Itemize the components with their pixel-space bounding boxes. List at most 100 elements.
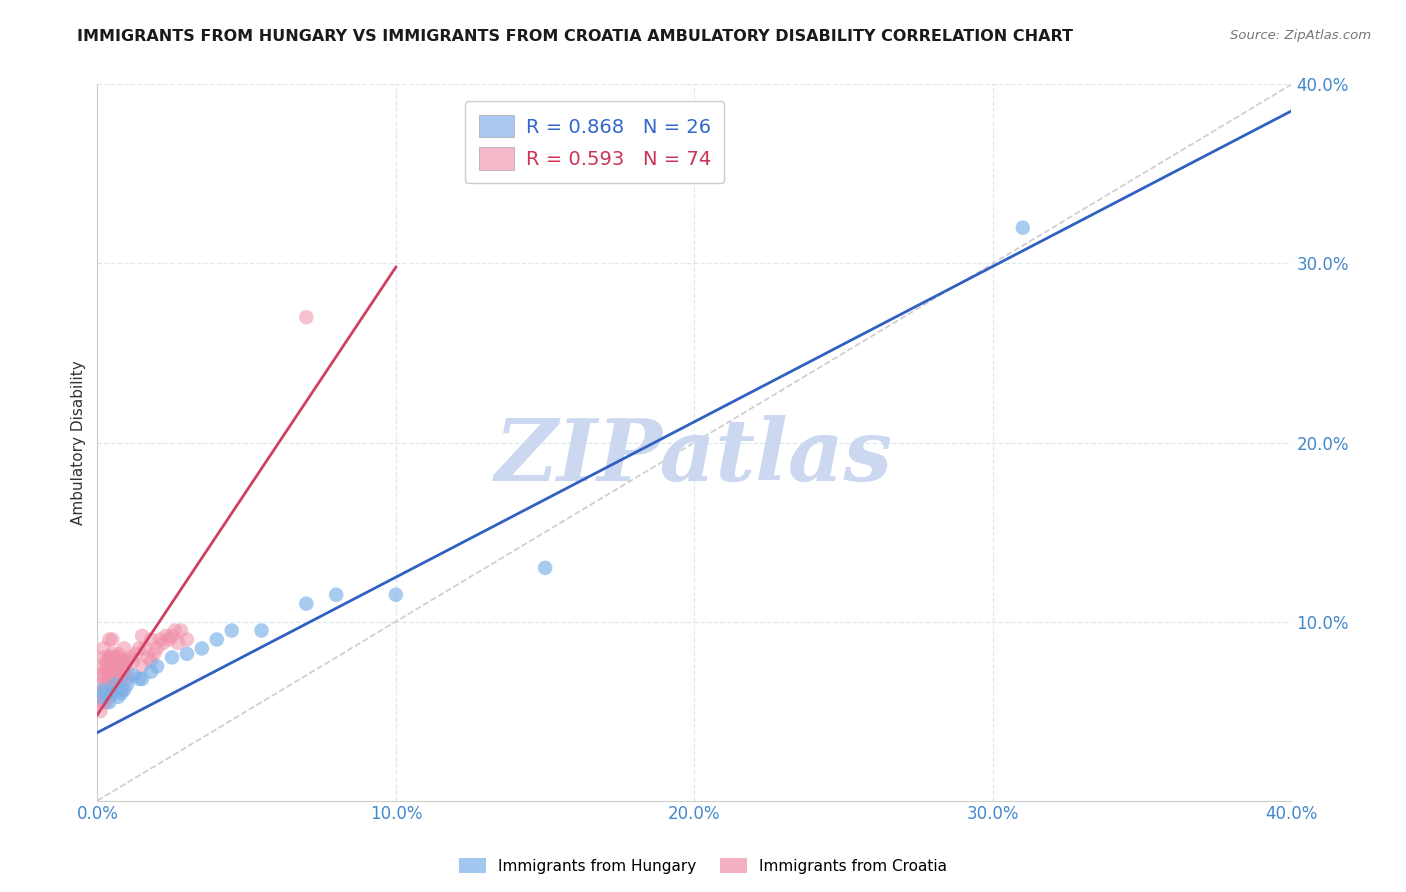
Point xyxy=(146,641,169,656)
Point xyxy=(96,654,118,668)
Point xyxy=(98,668,121,682)
Point xyxy=(170,624,193,638)
Point xyxy=(104,672,127,686)
Point xyxy=(128,641,150,656)
Point xyxy=(89,668,111,682)
Point xyxy=(112,682,135,697)
Point xyxy=(110,654,132,668)
Point xyxy=(104,677,127,691)
Point xyxy=(131,629,153,643)
Point xyxy=(91,668,114,682)
Point xyxy=(115,677,138,691)
Point xyxy=(122,654,145,668)
Point xyxy=(91,695,114,709)
Point xyxy=(96,677,118,691)
Point xyxy=(98,632,121,647)
Point xyxy=(295,597,318,611)
Point xyxy=(157,632,180,647)
Point xyxy=(115,654,138,668)
Point xyxy=(98,650,121,665)
Point xyxy=(120,650,142,665)
Point xyxy=(136,650,159,665)
Point xyxy=(104,677,127,691)
Point xyxy=(107,690,129,704)
Point xyxy=(89,690,111,704)
Point xyxy=(107,668,129,682)
Point xyxy=(101,654,124,668)
Point xyxy=(110,668,132,682)
Point xyxy=(110,659,132,673)
Point xyxy=(107,650,129,665)
Point xyxy=(91,682,114,697)
Point xyxy=(128,672,150,686)
Point xyxy=(176,647,198,661)
Point xyxy=(534,561,557,575)
Point xyxy=(149,632,172,647)
Point xyxy=(89,704,111,718)
Point xyxy=(107,672,129,686)
Point xyxy=(115,665,138,679)
Point xyxy=(107,659,129,673)
Point xyxy=(139,654,162,668)
Point xyxy=(96,659,118,673)
Point xyxy=(205,632,228,647)
Point xyxy=(87,677,110,691)
Point xyxy=(104,650,127,665)
Point xyxy=(112,665,135,679)
Point xyxy=(101,686,124,700)
Point xyxy=(89,686,111,700)
Point xyxy=(221,624,243,638)
Legend: Immigrants from Hungary, Immigrants from Croatia: Immigrants from Hungary, Immigrants from… xyxy=(453,852,953,880)
Point xyxy=(176,632,198,647)
Point xyxy=(1011,220,1033,235)
Point xyxy=(98,695,121,709)
Point xyxy=(139,665,162,679)
Point xyxy=(104,665,127,679)
Point xyxy=(98,650,121,665)
Point xyxy=(134,641,156,656)
Point xyxy=(107,647,129,661)
Point xyxy=(131,672,153,686)
Point xyxy=(125,647,148,661)
Point xyxy=(155,629,177,643)
Point xyxy=(112,641,135,656)
Point xyxy=(107,659,129,673)
Point xyxy=(98,690,121,704)
Point xyxy=(96,695,118,709)
Point xyxy=(96,686,118,700)
Point xyxy=(98,672,121,686)
Point xyxy=(96,665,118,679)
Point xyxy=(143,647,166,661)
Point xyxy=(160,650,183,665)
Point xyxy=(139,632,162,647)
Point xyxy=(101,682,124,697)
Point xyxy=(104,654,127,668)
Point xyxy=(163,624,186,638)
Point xyxy=(325,588,347,602)
Point xyxy=(101,677,124,691)
Point xyxy=(91,641,114,656)
Text: ZIPatlas: ZIPatlas xyxy=(495,415,893,499)
Point xyxy=(91,659,114,673)
Point xyxy=(98,659,121,673)
Point xyxy=(91,650,114,665)
Point xyxy=(122,668,145,682)
Point xyxy=(131,659,153,673)
Point xyxy=(110,686,132,700)
Point xyxy=(110,682,132,697)
Point xyxy=(101,659,124,673)
Text: Source: ZipAtlas.com: Source: ZipAtlas.com xyxy=(1230,29,1371,42)
Y-axis label: Ambulatory Disability: Ambulatory Disability xyxy=(72,360,86,524)
Point xyxy=(112,654,135,668)
Legend: R = 0.868   N = 26, R = 0.593   N = 74: R = 0.868 N = 26, R = 0.593 N = 74 xyxy=(465,102,724,183)
Point xyxy=(101,668,124,682)
Point xyxy=(115,672,138,686)
Point xyxy=(250,624,273,638)
Point xyxy=(191,641,214,656)
Point xyxy=(167,636,190,650)
Point xyxy=(101,647,124,661)
Point xyxy=(104,665,127,679)
Point xyxy=(101,686,124,700)
Point xyxy=(146,659,169,673)
Point xyxy=(295,310,318,325)
